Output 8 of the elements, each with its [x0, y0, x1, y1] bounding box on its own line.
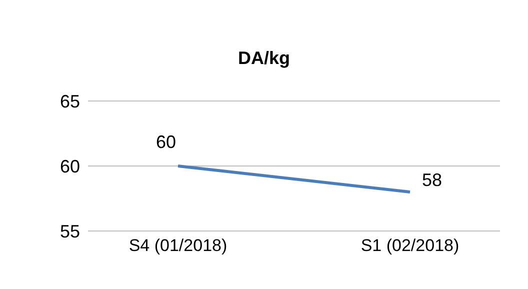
- data-label: 58: [422, 170, 442, 190]
- chart-title: DA/kg: [236, 48, 291, 69]
- data-label: 60: [156, 132, 176, 152]
- y-tick-label: 60: [60, 156, 80, 176]
- x-tick-label: S4 (01/2018): [128, 236, 228, 256]
- y-tick-label: 55: [60, 221, 80, 242]
- y-tick-label: 65: [60, 91, 80, 112]
- x-tick-label: S1 (02/2018): [360, 236, 460, 256]
